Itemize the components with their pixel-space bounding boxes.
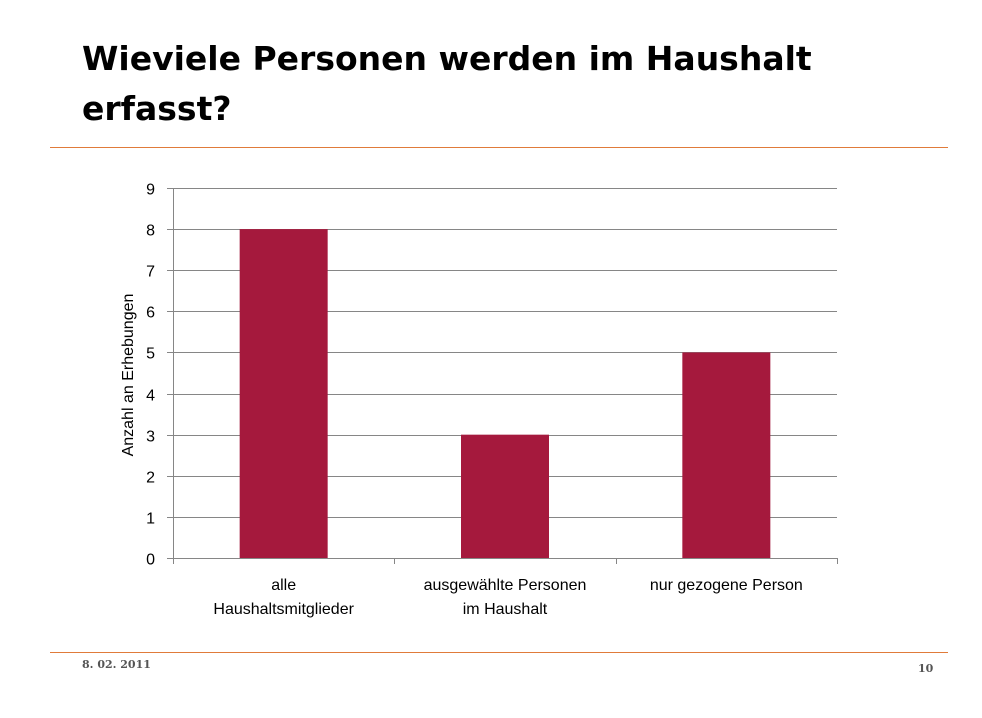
x-tick-label-line: ausgewählte Personen	[424, 577, 587, 594]
x-tick-label-line: nur gezogene Person	[650, 577, 803, 594]
y-tick-labels: 0 1 2 3 4 5 6 7 8 9	[146, 182, 155, 569]
axes	[167, 188, 838, 564]
y-tick-label: 2	[146, 470, 155, 487]
x-tick-label-line: im Haushalt	[463, 601, 548, 618]
x-tick-label-line: Haushaltsmitglieder	[213, 601, 354, 618]
footer-divider	[50, 652, 948, 653]
y-tick-label: 7	[146, 264, 155, 281]
x-tick-label: ausgewählte Personen im Haushalt	[424, 577, 587, 618]
bar	[461, 434, 549, 558]
x-tick-label-line: alle	[271, 577, 296, 594]
y-tick-label: 6	[146, 305, 155, 322]
bars	[239, 229, 771, 558]
x-tick-label: nur gezogene Person	[650, 577, 803, 594]
title-divider	[50, 147, 948, 148]
y-tick-label: 1	[146, 511, 155, 528]
bar	[682, 352, 771, 558]
bar	[239, 229, 328, 558]
slide-title: Wieviele Personen werden im Haushalt erf…	[82, 39, 812, 128]
y-tick-label: 0	[146, 552, 155, 569]
y-tick-label: 9	[146, 182, 155, 199]
y-tick-label: 3	[146, 429, 155, 446]
footer-date: 8. 02. 2011	[82, 658, 151, 671]
x-tick-label: alle Haushaltsmitglieder	[213, 577, 354, 618]
y-axis-label: Anzahl an Erhebungen	[120, 294, 137, 457]
y-tick-label: 8	[146, 223, 155, 240]
y-tick-label: 4	[146, 388, 155, 405]
y-tick-label: 5	[146, 346, 155, 363]
x-tick-labels: alle Haushaltsmitglieder ausgewählte Perso…	[213, 577, 802, 618]
page-number: 10	[918, 662, 934, 675]
